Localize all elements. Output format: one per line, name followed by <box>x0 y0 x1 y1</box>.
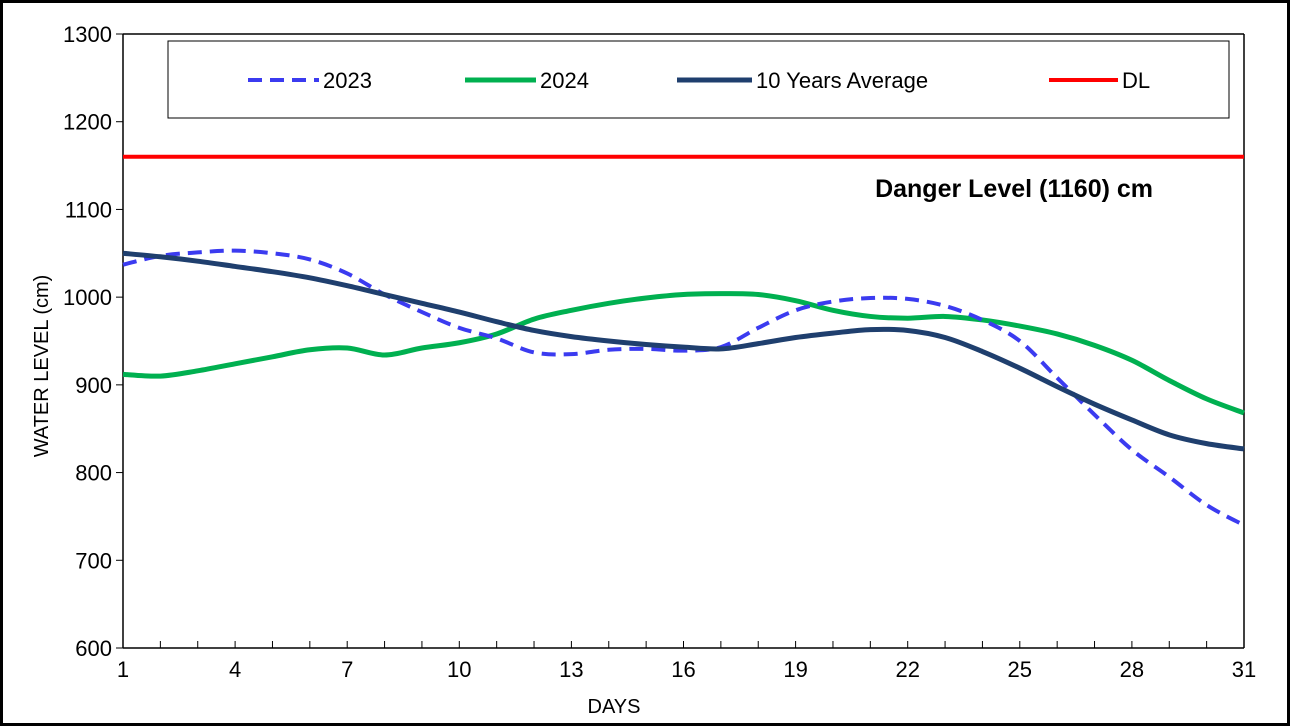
x-tick-label: 25 <box>1008 657 1032 682</box>
y-tick-label: 1200 <box>63 110 112 135</box>
x-tick-label: 28 <box>1120 657 1144 682</box>
series-line-10-years-average <box>122 250 1245 452</box>
danger-level-annotation: Danger Level (1160) cm <box>875 175 1153 203</box>
y-tick-label: 1300 <box>63 22 112 47</box>
y-tick-label: 900 <box>75 373 112 398</box>
y-axis-title: WATER LEVEL (cm) <box>31 275 53 458</box>
x-tick-label: 10 <box>447 657 471 682</box>
x-tick-label: 7 <box>341 657 353 682</box>
x-tick-label: 1 <box>117 657 129 682</box>
y-tick-label: 700 <box>75 548 112 573</box>
series-layer <box>122 154 1245 527</box>
x-tick-label: 22 <box>895 657 919 682</box>
legend-items: 2023 2024 10 Years Average DL <box>248 68 1150 93</box>
legend-label-2023: 2023 <box>323 68 372 93</box>
y-ticks: 600 700 800 900 1000 1100 1200 1300 <box>63 22 123 661</box>
y-tick-label: 600 <box>75 636 112 661</box>
x-axis-title: DAYS <box>588 696 641 718</box>
x-ticks: 1 4 7 10 13 16 19 22 25 28 31 <box>117 641 1256 682</box>
y-tick-label: 1000 <box>63 285 112 310</box>
legend-label-10-years-average: 10 Years Average <box>756 68 928 93</box>
legend-label-2024: 2024 <box>540 68 589 93</box>
x-tick-label: 4 <box>229 657 241 682</box>
y-tick-label: 1100 <box>65 197 112 222</box>
series-line-2023 <box>122 248 1245 527</box>
plot-area: 1 4 7 10 13 16 19 22 25 28 31 600 700 800 900 1000 1100… <box>63 22 1256 682</box>
legend-label-dl: DL <box>1122 68 1150 93</box>
legend: 2023 2024 10 Years Average DL <box>167 40 1230 119</box>
x-tick-label: 31 <box>1232 657 1256 682</box>
x-tick-label: 19 <box>783 657 807 682</box>
x-tick-label: 13 <box>559 657 583 682</box>
y-tick-label: 800 <box>75 461 112 486</box>
series-line-2024 <box>122 291 1245 416</box>
x-tick-label: 16 <box>671 657 695 682</box>
